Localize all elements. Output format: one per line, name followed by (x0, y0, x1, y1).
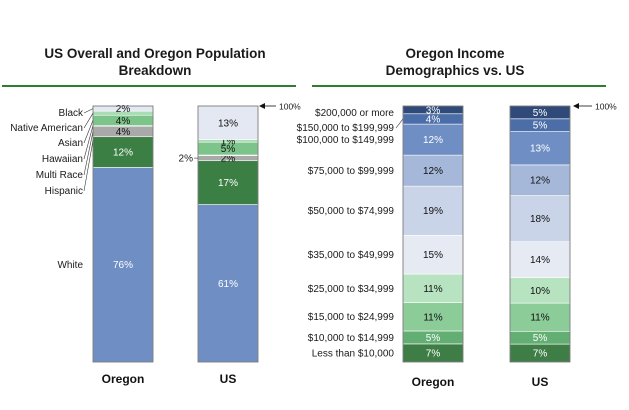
bar-segment-us-50-000-to-74-999 (509, 195, 571, 242)
legend-label-multi-race: Multi Race (36, 170, 84, 181)
segment-label-oregon-black: 2% (116, 104, 131, 115)
legend-label-hawaiian: Hawaiian (42, 154, 83, 165)
segment-label-oregon-50-000-to-74-999: 19% (423, 206, 443, 217)
legend-label-15-000-to-24-999: $15,000 to $24,999 (308, 312, 395, 323)
segment-label-us-10-000-to-14-999: 5% (533, 333, 548, 344)
x-tick-label-us: US (220, 372, 237, 386)
arrow-100-head-right (573, 103, 579, 109)
x-tick-label-oregon: Oregon (102, 372, 145, 386)
segment-label-oregon-25-000-to-34-999: 11% (423, 284, 442, 295)
legend-label-100-000-to-149-999: $100,000 to $149,999 (297, 135, 395, 146)
legend-label-10-000-to-14-999: $10,000 to $14,999 (308, 333, 395, 344)
bar-segment-oregon-15-000-to-24-999 (402, 302, 464, 332)
segment-label-oregon-multi-race: 4% (116, 127, 131, 138)
arrow-100-head-left (259, 103, 265, 109)
left-title-rule (2, 85, 296, 87)
bar-segment-us-100-000-to-149-999 (509, 131, 571, 166)
segment-label-us-asian: 5% (221, 144, 236, 155)
left-chart-title: US Overall and Oregon Population Breakdow… (20, 45, 290, 79)
leader-line-hawaiian (83, 125, 94, 160)
annotation-100-right: 100% (595, 102, 617, 112)
segment-label-oregon-white: 76% (113, 260, 133, 271)
legend-label-35-000-to-49-999: $35,000 to $49,999 (308, 250, 395, 261)
segment-label-us-15-000-to-24-999: 11% (530, 313, 549, 324)
segment-label-oregon-hispanic: 12% (113, 148, 133, 159)
segment-label-oregon-15-000-to-24-999: 11% (423, 312, 442, 323)
bar-segment-oregon-hispanic (92, 136, 154, 168)
segment-label-us-200-000-or-more: 5% (533, 108, 548, 119)
annotation-100-left: 100% (279, 102, 301, 112)
leader-line-multi-race (83, 131, 94, 176)
segment-label-oregon-asian: 4% (116, 116, 131, 127)
segment-label-us-150-000-to-199-999: 5% (533, 121, 548, 132)
annotation-us-multi-race: 2% (179, 154, 194, 165)
leader-line-asian (83, 120, 94, 144)
segment-label-us-multi-race: 2% (221, 154, 236, 165)
right-title-rule (312, 85, 606, 87)
segment-label-us-less-than-10-000: 7% (533, 349, 548, 360)
legend-label-75-000-to-99-999: $75,000 to $99,999 (308, 166, 395, 177)
legend-label-25-000-to-34-999: $25,000 to $34,999 (308, 284, 395, 295)
bar-outline-oregon (402, 105, 464, 363)
segment-label-oregon-75-000-to-99-999: 12% (423, 166, 443, 177)
segment-label-us-100-000-to-149-999: 13% (530, 144, 550, 155)
segment-label-us-25-000-to-34-999: 10% (530, 286, 550, 297)
segment-label-oregon-35-000-to-49-999: 15% (423, 250, 443, 261)
legend-label-asian: Asian (58, 138, 83, 149)
segment-label-oregon-150-000-to-199-999: 4% (426, 114, 441, 125)
legend-label-50-000-to-74-999: $50,000 to $74,999 (308, 206, 395, 217)
leader-line-black (83, 108, 94, 114)
segment-label-us-native-american: 1% (221, 136, 236, 147)
leader-line-hispanic (83, 140, 94, 192)
legend-label-200-000-or-more: $200,000 or more (315, 108, 394, 119)
segment-label-oregon-10-000-to-14-999: 5% (426, 333, 441, 344)
segment-label-oregon-100-000-to-149-999: 12% (423, 135, 443, 146)
bar-segment-us-white (197, 204, 259, 363)
segment-label-us-75-000-to-99-999: 12% (530, 176, 550, 187)
segment-label-us-35-000-to-49-999: 14% (530, 255, 550, 266)
segment-label-oregon-200-000-or-more: 3% (426, 105, 441, 116)
bar-segment-oregon-100-000-to-149-999 (402, 123, 464, 156)
legend-label-less-than-10-000: Less than $10,000 (312, 348, 395, 359)
bar-outline-us (509, 105, 571, 363)
right-chart-title-text: Oregon Income Demographics vs. US (385, 46, 525, 78)
bar-segment-oregon-25-000-to-34-999 (402, 273, 464, 303)
right-chart-title: Oregon Income Demographics vs. US (365, 45, 545, 79)
legend-label-hispanic: Hispanic (45, 186, 83, 197)
segment-label-us-white: 61% (218, 279, 238, 290)
leader-line-native-american (83, 113, 94, 129)
x-tick-label-us: US (532, 375, 549, 389)
legend-label-native-american: Native American (10, 123, 83, 134)
bar-outline-oregon (92, 105, 154, 363)
segment-label-oregon-less-than-10-000: 7% (426, 348, 441, 359)
bar-segment-oregon-50-000-to-74-999 (402, 185, 464, 236)
segment-label-us-50-000-to-74-999: 18% (530, 214, 550, 225)
bar-outline-us (197, 105, 259, 363)
segment-label-us-black: 13% (218, 118, 238, 129)
legend-label-black: Black (59, 108, 84, 119)
left-chart-title-text: US Overall and Oregon Population Breakdow… (44, 46, 266, 78)
bar-segment-oregon-75-000-to-99-999 (402, 154, 464, 187)
segment-label-us-hispanic: 17% (218, 178, 238, 189)
bar-segment-oregon-35-000-to-49-999 (402, 234, 464, 275)
legend-label-white: White (57, 260, 83, 271)
x-tick-label-oregon: Oregon (412, 375, 455, 389)
leader-line-150k (395, 118, 404, 129)
legend-label-150-000-to-199-999: $150,000 to $199,999 (297, 123, 395, 134)
